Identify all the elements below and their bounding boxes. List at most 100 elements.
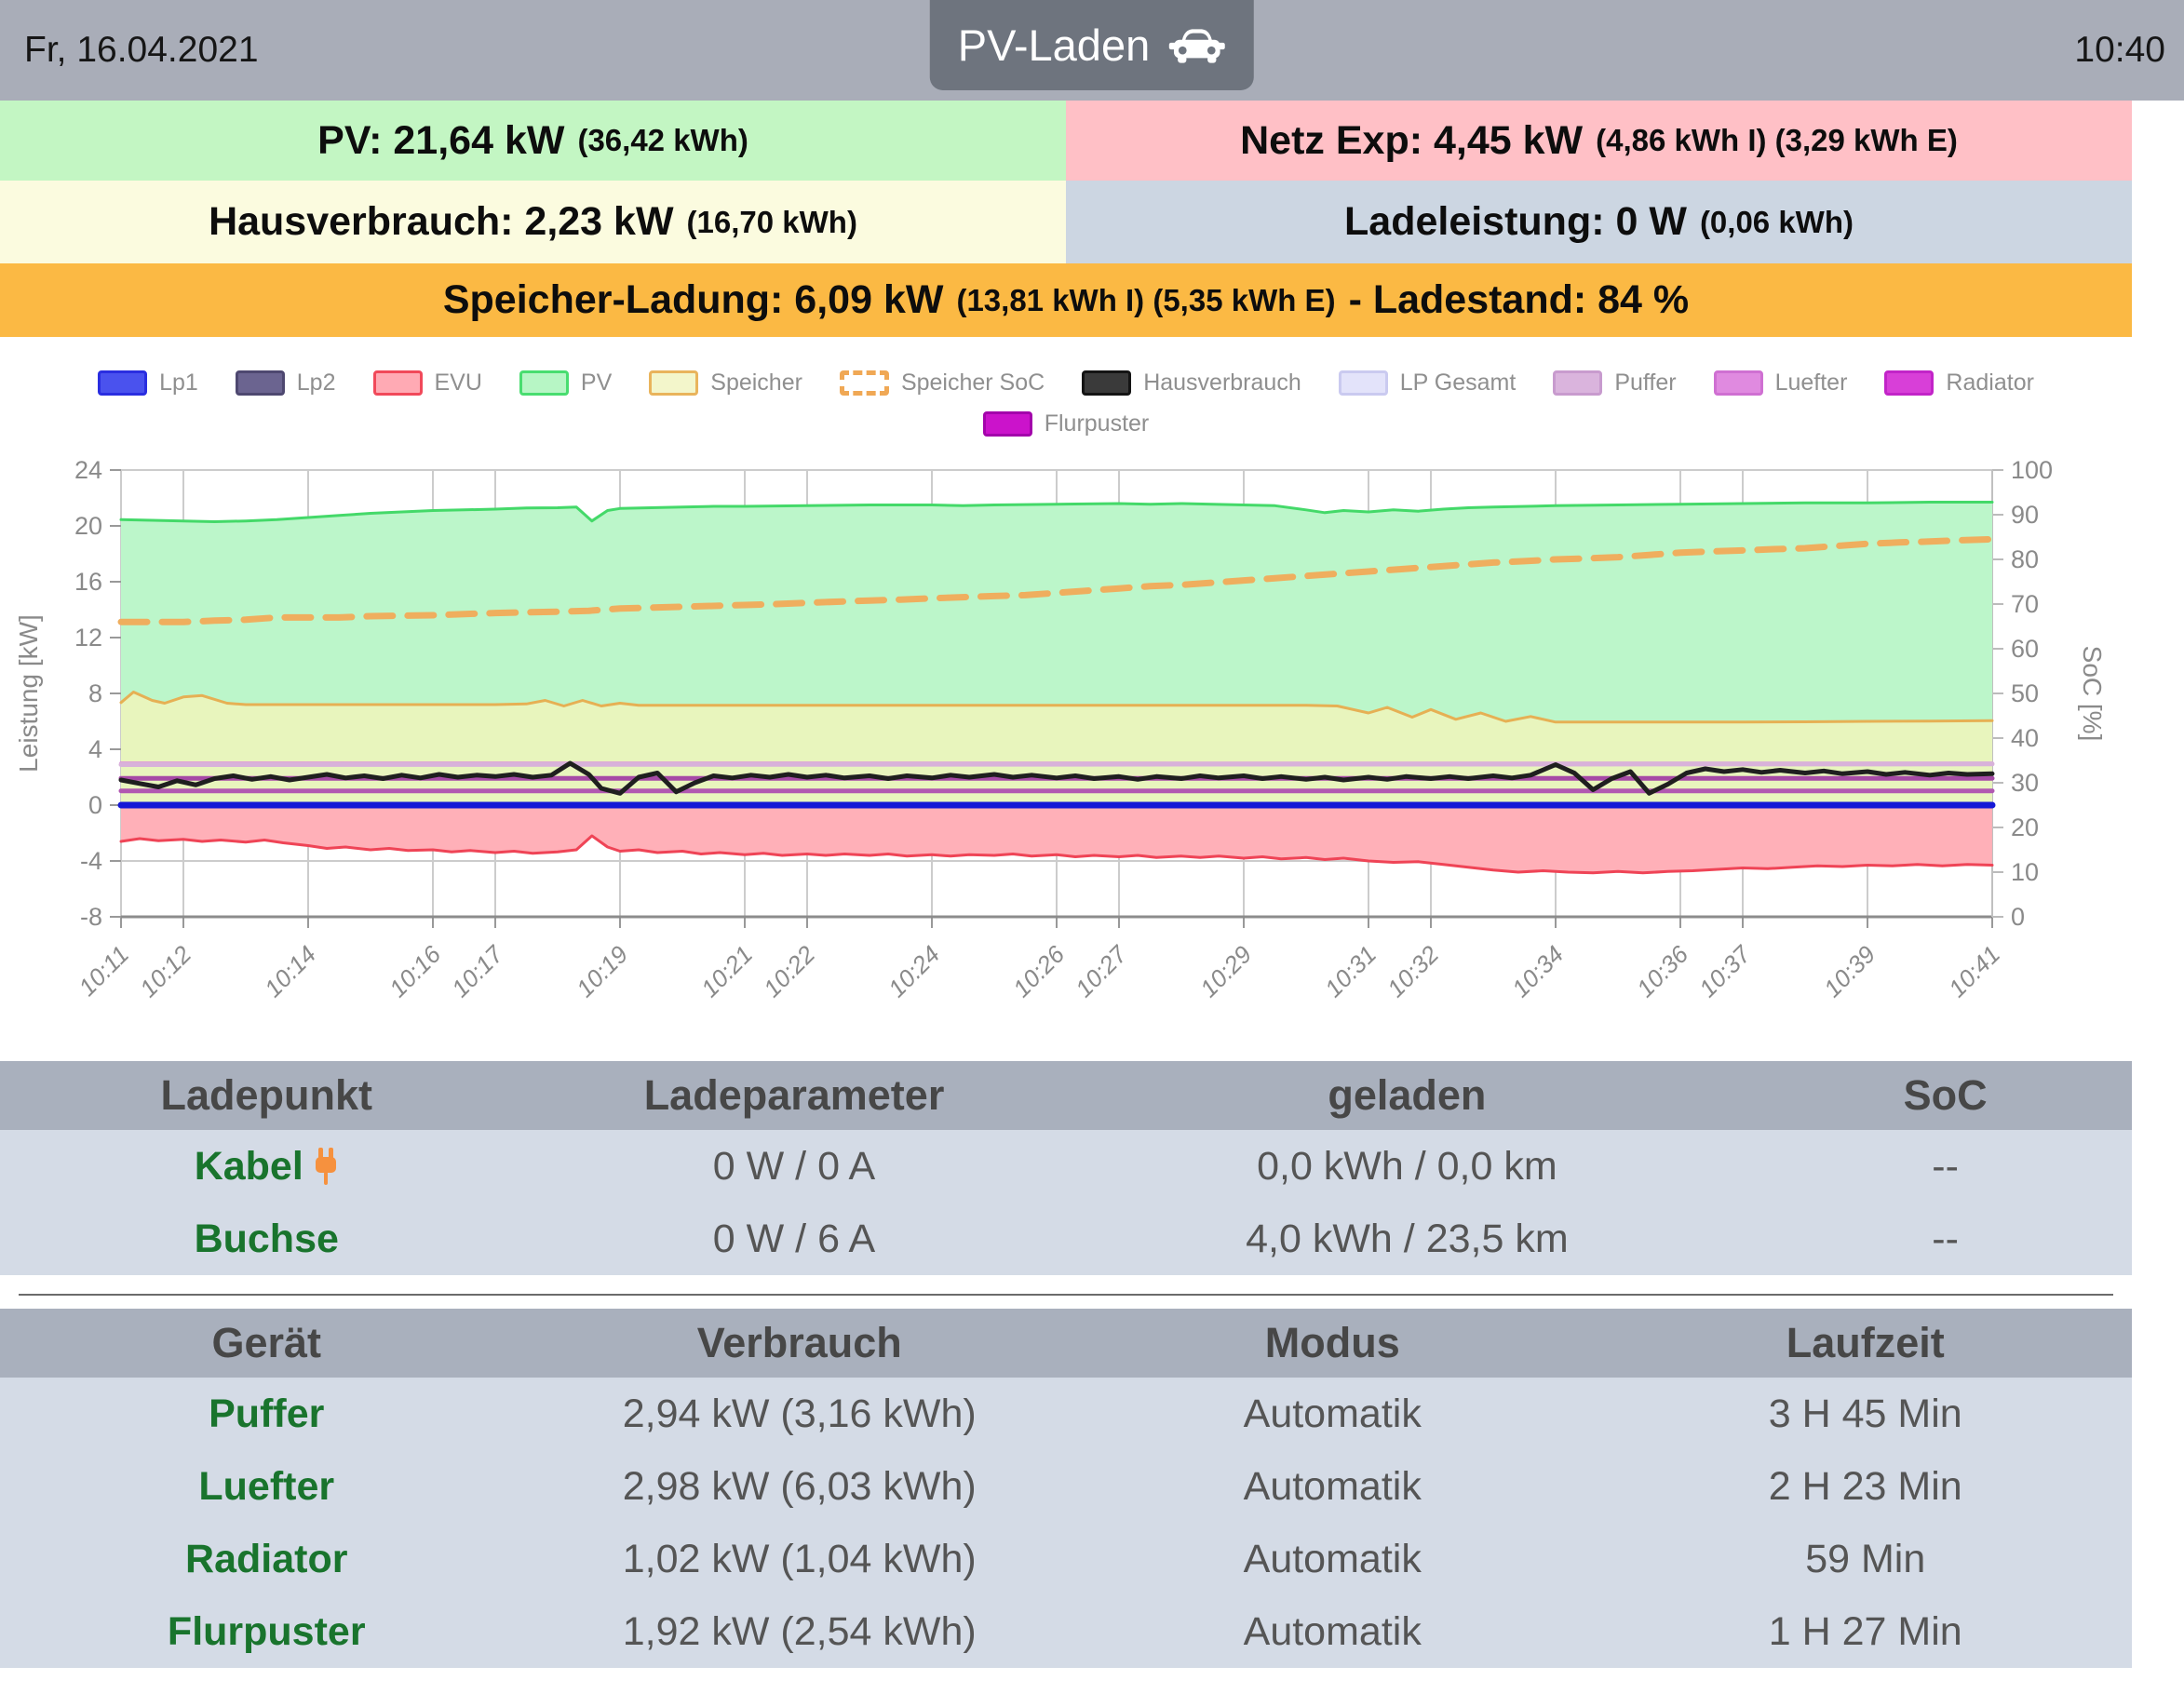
legend-label: Radiator bbox=[1946, 369, 2034, 396]
chart-section: Lp1 Lp2 EVU PV Speicher Speicher SoC Hausverbr… bbox=[0, 365, 2132, 1061]
device-row-flurpuster: Flurpuster 1,92 kW (2,54 kWh) Automatik … bbox=[0, 1595, 2132, 1668]
date-label: Fr, 16.04.2021 bbox=[24, 30, 259, 70]
chart-legend-row-2: Flurpuster bbox=[0, 406, 2132, 441]
device-consumption: 2,98 kW (6,03 kWh) bbox=[533, 1450, 1066, 1523]
battery-energy-value: (13,81 kWh I) (5,35 kWh E) bbox=[956, 282, 1336, 317]
svg-text:12: 12 bbox=[74, 624, 102, 652]
pv-status: PV: 21,64 kW (36,42 kWh) bbox=[0, 101, 1066, 181]
svg-text:10:37: 10:37 bbox=[1693, 939, 1757, 1002]
svg-text:10:11: 10:11 bbox=[73, 940, 134, 1002]
svg-text:10:39: 10:39 bbox=[1818, 940, 1881, 1002]
house-power-value: Hausverbrauch: 2,23 kW bbox=[209, 199, 674, 244]
svg-text:10:27: 10:27 bbox=[1070, 939, 1133, 1002]
grid-power-value: Netz Exp: 4,45 kW bbox=[1240, 117, 1584, 163]
device-consumption: 1,02 kW (1,04 kWh) bbox=[533, 1523, 1066, 1595]
svg-text:10: 10 bbox=[2011, 858, 2039, 886]
svg-text:10:31: 10:31 bbox=[1319, 940, 1382, 1002]
chargepoint-row-kabel: Kabel 0 W / 0 A 0,0 kWh / 0,0 km -- bbox=[0, 1130, 2132, 1203]
battery-soc-value: - Ladestand: 84 % bbox=[1348, 277, 1690, 322]
pv-energy-value: (36,42 kWh) bbox=[577, 123, 748, 157]
svg-text:20: 20 bbox=[2011, 813, 2039, 841]
battery-status: Speicher-Ladung: 6,09 kW (13,81 kWh I) (… bbox=[0, 263, 2132, 337]
svg-text:10:19: 10:19 bbox=[571, 940, 633, 1002]
legend-item-puffer[interactable]: Puffer bbox=[1553, 370, 1677, 397]
svg-text:40: 40 bbox=[2011, 724, 2039, 752]
legend-item-flurpuster[interactable]: Flurpuster bbox=[982, 410, 1149, 437]
legend-label: Luefter bbox=[1774, 369, 1848, 396]
col-ladepunkt: Ladepunkt bbox=[0, 1061, 533, 1130]
chargepoint-soc: -- bbox=[1759, 1203, 2132, 1275]
device-mode: Automatik bbox=[1066, 1523, 1599, 1595]
legend-swatch-lp2-icon bbox=[235, 370, 285, 396]
legend-item-luefter[interactable]: Luefter bbox=[1713, 369, 1848, 397]
legend-item-hausverbrauch[interactable]: Hausverbrauch bbox=[1082, 370, 1301, 397]
legend-item-lp-gesamt[interactable]: LP Gesamt bbox=[1338, 369, 1517, 397]
svg-text:100: 100 bbox=[2011, 456, 2053, 484]
chargepoint-name: Kabel bbox=[0, 1130, 533, 1203]
svg-text:10:16: 10:16 bbox=[384, 940, 447, 1003]
legend-label: Hausverbrauch bbox=[1143, 369, 1301, 396]
pv-power-value: PV: 21,64 kW bbox=[317, 117, 565, 163]
svg-text:90: 90 bbox=[2011, 501, 2039, 529]
svg-text:70: 70 bbox=[2011, 590, 2039, 618]
device-runtime: 2 H 23 Min bbox=[1598, 1450, 2132, 1523]
grid-status: Netz Exp: 4,45 kW (4,86 kWh I) (3,29 kWh… bbox=[1066, 101, 2132, 181]
device-row-puffer: Puffer 2,94 kW (3,16 kWh) Automatik 3 H … bbox=[0, 1378, 2132, 1450]
legend-swatch-hausverbrauch-icon bbox=[1082, 370, 1132, 396]
device-mode: Automatik bbox=[1066, 1595, 1599, 1668]
svg-text:10:34: 10:34 bbox=[1506, 940, 1569, 1002]
legend-item-radiator[interactable]: Radiator bbox=[1884, 370, 2034, 397]
page-title: PV-Laden bbox=[957, 20, 1151, 70]
col-geladen: geladen bbox=[1055, 1061, 1759, 1130]
device-name: Radiator bbox=[0, 1523, 533, 1595]
clock-label: 10:40 bbox=[2074, 30, 2165, 70]
legend-swatch-lp-gesamt-icon bbox=[1338, 370, 1388, 396]
svg-text:10:36: 10:36 bbox=[1631, 940, 1694, 1003]
chargepoint-header-row: Ladepunkt Ladeparameter geladen SoC bbox=[0, 1061, 2132, 1130]
legend-label: PV bbox=[580, 369, 613, 396]
chargepoint-name: Buchse bbox=[0, 1203, 533, 1275]
legend-item-speicher-soc[interactable]: Speicher SoC bbox=[839, 370, 1045, 397]
legend-swatch-flurpuster-icon bbox=[982, 410, 1032, 437]
col-laufzeit: Laufzeit bbox=[1598, 1309, 2132, 1378]
svg-text:60: 60 bbox=[2011, 635, 2039, 663]
legend-swatch-speicher-soc-icon bbox=[839, 370, 889, 396]
chargepoint-params: 0 W / 6 A bbox=[533, 1203, 1056, 1275]
device-consumption: 1,92 kW (2,54 kWh) bbox=[533, 1595, 1066, 1668]
legend-item-evu[interactable]: EVU bbox=[372, 370, 482, 397]
legend-item-lp2[interactable]: Lp2 bbox=[235, 369, 336, 397]
legend-item-speicher[interactable]: Speicher bbox=[649, 370, 802, 397]
charge-mode-title-button[interactable]: PV-Laden bbox=[929, 0, 1255, 90]
svg-text:-4: -4 bbox=[80, 847, 102, 875]
col-ladeparameter: Ladeparameter bbox=[533, 1061, 1056, 1130]
svg-text:10:24: 10:24 bbox=[883, 940, 945, 1002]
legend-label: LP Gesamt bbox=[1399, 369, 1517, 396]
col-modus: Modus bbox=[1066, 1309, 1599, 1378]
svg-text:-8: -8 bbox=[80, 903, 102, 931]
legend-swatch-evu-icon bbox=[372, 370, 423, 396]
legend-swatch-radiator-icon bbox=[1884, 370, 1935, 396]
device-mode: Automatik bbox=[1066, 1378, 1599, 1450]
device-name: Flurpuster bbox=[0, 1595, 533, 1668]
grid-energy-value: (4,86 kWh I) (3,29 kWh E) bbox=[1596, 123, 1958, 157]
charge-power-status: Ladeleistung: 0 W (0,06 kWh) bbox=[1066, 181, 2132, 263]
legend-label: Speicher bbox=[710, 369, 802, 396]
svg-text:10:41: 10:41 bbox=[1943, 940, 2005, 1002]
device-row-luefter: Luefter 2,98 kW (6,03 kWh) Automatik 2 H… bbox=[0, 1450, 2132, 1523]
chargepoint-charged: 0,0 kWh / 0,0 km bbox=[1055, 1130, 1759, 1203]
svg-text:10:22: 10:22 bbox=[758, 940, 821, 1003]
legend-item-pv[interactable]: PV bbox=[519, 370, 612, 397]
legend-label: Lp2 bbox=[296, 369, 336, 396]
legend-swatch-lp1-icon bbox=[98, 370, 148, 396]
plug-icon bbox=[315, 1148, 336, 1186]
svg-text:10:32: 10:32 bbox=[1382, 940, 1445, 1003]
power-chart: 10:11 10:12 10:14 10:16 10:17 10:19 10:21 10:22… bbox=[14, 456, 2107, 1003]
svg-text:8: 8 bbox=[88, 679, 102, 707]
dashboard-content: PV: 21,64 kW (36,42 kWh) Netz Exp: 4,45 … bbox=[0, 101, 2132, 1668]
device-row-radiator: Radiator 1,02 kW (1,04 kWh) Automatik 59… bbox=[0, 1523, 2132, 1595]
device-name: Puffer bbox=[0, 1378, 533, 1450]
device-runtime: 1 H 27 Min bbox=[1598, 1595, 2132, 1668]
status-row-1: PV: 21,64 kW (36,42 kWh) Netz Exp: 4,45 … bbox=[0, 101, 2132, 181]
legend-item-lp1[interactable]: Lp1 bbox=[98, 370, 198, 397]
battery-power-value: Speicher-Ladung: 6,09 kW bbox=[442, 277, 944, 322]
